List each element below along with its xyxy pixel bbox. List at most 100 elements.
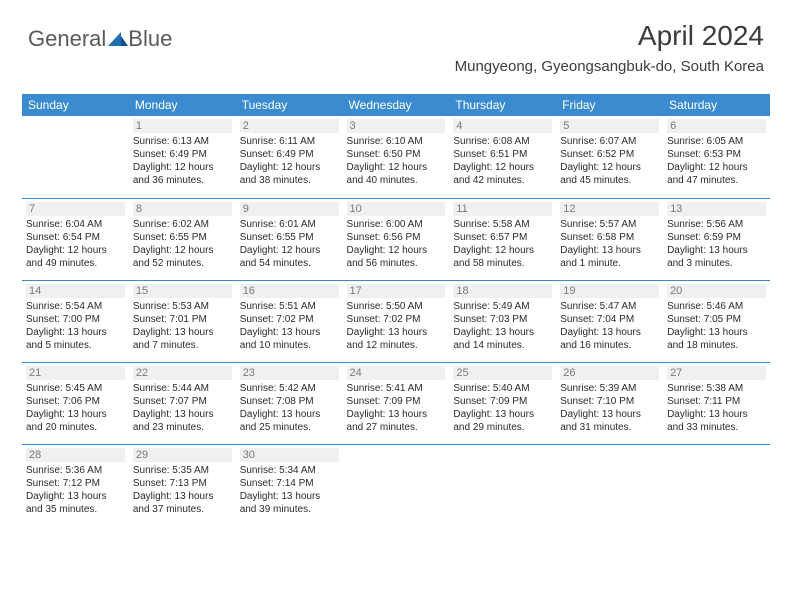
day-info-line: Sunrise: 5:39 AM <box>560 382 659 395</box>
day-info: Sunrise: 5:50 AMSunset: 7:02 PMDaylight:… <box>347 300 446 352</box>
day-info-line: and 12 minutes. <box>347 339 446 352</box>
day-info-line: Sunset: 6:55 PM <box>240 231 339 244</box>
calendar-day-cell <box>449 444 556 526</box>
day-info-line: Daylight: 13 hours <box>560 408 659 421</box>
day-info-line: Sunset: 6:52 PM <box>560 148 659 161</box>
day-info-line: Sunrise: 5:41 AM <box>347 382 446 395</box>
day-info-line: Sunrise: 5:56 AM <box>667 218 766 231</box>
day-header: Tuesday <box>236 94 343 116</box>
calendar-day-cell: 4Sunrise: 6:08 AMSunset: 6:51 PMDaylight… <box>449 116 556 198</box>
day-info-line: Sunset: 7:07 PM <box>133 395 232 408</box>
day-info-line: Sunrise: 6:00 AM <box>347 218 446 231</box>
calendar-day-cell: 8Sunrise: 6:02 AMSunset: 6:55 PMDaylight… <box>129 198 236 280</box>
day-info-line: and 14 minutes. <box>453 339 552 352</box>
day-info-line: Sunset: 7:09 PM <box>347 395 446 408</box>
day-info-line: Sunrise: 5:57 AM <box>560 218 659 231</box>
day-info-line: Sunset: 6:53 PM <box>667 148 766 161</box>
day-number: 17 <box>347 284 446 298</box>
day-info-line: and 27 minutes. <box>347 421 446 434</box>
day-info: Sunrise: 5:56 AMSunset: 6:59 PMDaylight:… <box>667 218 766 270</box>
day-info: Sunrise: 6:11 AMSunset: 6:49 PMDaylight:… <box>240 135 339 187</box>
day-info-line: Daylight: 13 hours <box>667 408 766 421</box>
calendar-day-cell: 7Sunrise: 6:04 AMSunset: 6:54 PMDaylight… <box>22 198 129 280</box>
day-info-line: Daylight: 13 hours <box>133 408 232 421</box>
day-info-line: and 52 minutes. <box>133 257 232 270</box>
day-number: 22 <box>133 366 232 380</box>
day-info-line: Daylight: 12 hours <box>240 244 339 257</box>
day-info-line: Sunrise: 6:05 AM <box>667 135 766 148</box>
day-info: Sunrise: 5:34 AMSunset: 7:14 PMDaylight:… <box>240 464 339 516</box>
day-info-line: and 7 minutes. <box>133 339 232 352</box>
day-info-line: Sunrise: 5:35 AM <box>133 464 232 477</box>
day-info: Sunrise: 5:42 AMSunset: 7:08 PMDaylight:… <box>240 382 339 434</box>
day-info-line: Sunset: 7:03 PM <box>453 313 552 326</box>
day-info-line: Daylight: 12 hours <box>133 161 232 174</box>
day-number: 29 <box>133 448 232 462</box>
day-number: 11 <box>453 202 552 216</box>
calendar-day-cell: 14Sunrise: 5:54 AMSunset: 7:00 PMDayligh… <box>22 280 129 362</box>
calendar-day-cell: 18 Sunrise: 5:49 AMSunset: 7:03 PMDayligh… <box>449 280 556 362</box>
day-header: Friday <box>556 94 663 116</box>
day-header: Saturday <box>663 94 770 116</box>
day-header: Monday <box>129 94 236 116</box>
day-number: 30 <box>240 448 339 462</box>
day-number: 20 <box>667 284 766 298</box>
day-info-line: Sunrise: 5:36 AM <box>26 464 125 477</box>
day-info-line: Daylight: 13 hours <box>26 326 125 339</box>
day-header: Sunday <box>22 94 129 116</box>
day-number: 12 <box>560 202 659 216</box>
day-info-line: Sunrise: 5:38 AM <box>667 382 766 395</box>
day-info-line: and 45 minutes. <box>560 174 659 187</box>
day-info-line: Daylight: 13 hours <box>667 326 766 339</box>
day-info-line: Sunset: 6:51 PM <box>453 148 552 161</box>
calendar-day-cell <box>663 444 770 526</box>
calendar-day-cell: 19Sunrise: 5:47 AMSunset: 7:04 PMDayligh… <box>556 280 663 362</box>
day-info: Sunrise: 5:49 AMSunset: 7:03 PMDaylight:… <box>453 300 552 352</box>
day-info-line: Sunset: 7:09 PM <box>453 395 552 408</box>
day-number: 7 <box>26 202 125 216</box>
day-number: 19 <box>560 284 659 298</box>
day-info-line: Sunrise: 6:01 AM <box>240 218 339 231</box>
day-info-line: and 37 minutes. <box>133 503 232 516</box>
day-info-line: Sunrise: 5:54 AM <box>26 300 125 313</box>
day-info-line: Daylight: 12 hours <box>453 244 552 257</box>
day-info-line: and 1 minute. <box>560 257 659 270</box>
day-info: Sunrise: 5:40 AMSunset: 7:09 PMDaylight:… <box>453 382 552 434</box>
day-info: Sunrise: 5:46 AMSunset: 7:05 PMDaylight:… <box>667 300 766 352</box>
day-info-line: and 25 minutes. <box>240 421 339 434</box>
day-info-line: Sunrise: 5:53 AM <box>133 300 232 313</box>
day-info-line: Daylight: 12 hours <box>347 244 446 257</box>
calendar-day-cell: 11Sunrise: 5:58 AMSunset: 6:57 PMDayligh… <box>449 198 556 280</box>
day-header: Wednesday <box>343 94 450 116</box>
calendar-week-row: 7Sunrise: 6:04 AMSunset: 6:54 PMDaylight… <box>22 198 770 280</box>
day-number: 3 <box>347 119 446 133</box>
day-info-line: Sunset: 6:55 PM <box>133 231 232 244</box>
day-number: 18 <box>453 284 552 298</box>
calendar-day-cell: 26Sunrise: 5:39 AMSunset: 7:10 PMDayligh… <box>556 362 663 444</box>
day-info: Sunrise: 5:35 AMSunset: 7:13 PMDaylight:… <box>133 464 232 516</box>
day-info-line: Daylight: 13 hours <box>240 326 339 339</box>
day-info-line: and 49 minutes. <box>26 257 125 270</box>
day-number: 8 <box>133 202 232 216</box>
calendar-day-cell: 3 Sunrise: 6:10 AMSunset: 6:50 PMDaylight… <box>343 116 450 198</box>
calendar-day-cell: 30 Sunrise: 5:34 AMSunset: 7:14 PMDayligh… <box>236 444 343 526</box>
day-info-line: and 16 minutes. <box>560 339 659 352</box>
day-info-line: Daylight: 13 hours <box>133 490 232 503</box>
day-info-line: Daylight: 13 hours <box>347 326 446 339</box>
day-info: Sunrise: 5:38 AMSunset: 7:11 PMDaylight:… <box>667 382 766 434</box>
day-info-line: Daylight: 12 hours <box>240 161 339 174</box>
day-info: Sunrise: 5:39 AMSunset: 7:10 PMDaylight:… <box>560 382 659 434</box>
day-info-line: Sunset: 6:59 PM <box>667 231 766 244</box>
day-number: 6 <box>667 119 766 133</box>
calendar-day-cell <box>556 444 663 526</box>
calendar-day-cell <box>343 444 450 526</box>
day-info-line: Sunset: 7:06 PM <box>26 395 125 408</box>
calendar-week-row: 28Sunrise: 5:36 AMSunset: 7:12 PMDayligh… <box>22 444 770 526</box>
calendar-day-cell: 2Sunrise: 6:11 AMSunset: 6:49 PMDaylight… <box>236 116 343 198</box>
day-info-line: Sunrise: 5:50 AM <box>347 300 446 313</box>
day-info: Sunrise: 6:10 AMSunset: 6:50 PMDaylight:… <box>347 135 446 187</box>
day-info-line: Daylight: 13 hours <box>240 408 339 421</box>
day-number: 16 <box>240 284 339 298</box>
day-info-line: Sunset: 7:02 PM <box>347 313 446 326</box>
day-number: 25 <box>453 366 552 380</box>
